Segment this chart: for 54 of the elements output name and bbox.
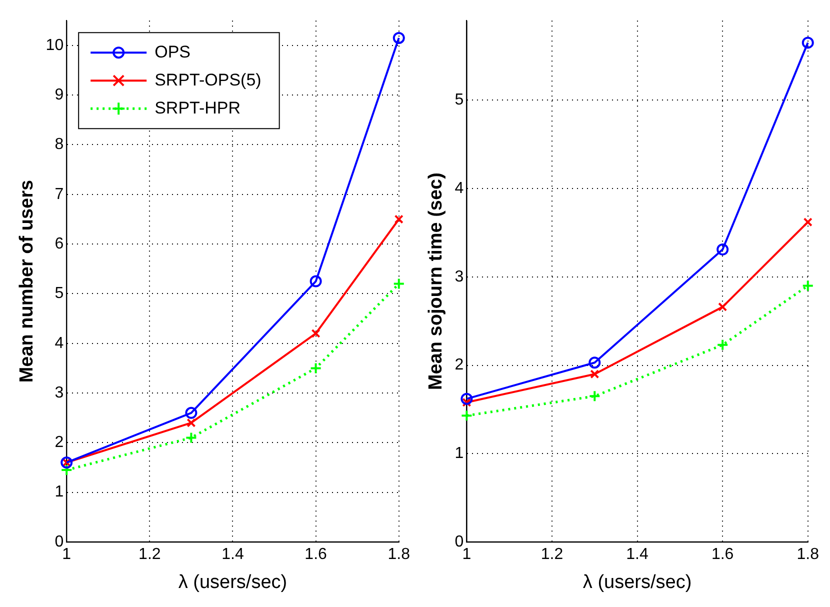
legend-label: SRPT-HPR — [154, 98, 241, 118]
y-tick-label: 4 — [454, 180, 464, 197]
y-tick-label: 6 — [54, 235, 64, 252]
point — [716, 338, 729, 351]
y-tick-label: 1 — [454, 445, 464, 462]
point — [392, 32, 405, 44]
point — [460, 392, 473, 405]
x-tick-label: 1.6 — [304, 546, 328, 564]
point — [590, 370, 600, 379]
y-tick-label: 2 — [454, 356, 464, 374]
x-tick-label: 1.8 — [796, 546, 820, 564]
x-tick-label: 1.2 — [540, 546, 564, 564]
y-tick-label: 7 — [54, 186, 64, 203]
y-tick-label: 2 — [54, 434, 64, 452]
point — [718, 302, 728, 312]
point — [311, 328, 320, 338]
point — [394, 214, 404, 224]
y-tick-label: 5 — [454, 92, 464, 109]
point — [185, 406, 198, 419]
point — [716, 243, 729, 256]
x-tick-label: 1.2 — [138, 546, 161, 564]
y-tick-label: 5 — [54, 285, 64, 302]
y-tick-label: 0 — [454, 533, 464, 550]
point — [588, 356, 601, 369]
point — [802, 280, 814, 292]
y-axis-title: Mean number of users — [16, 180, 38, 383]
x-axis-title: λ (users/sec) — [178, 572, 288, 593]
point — [392, 278, 405, 290]
x-axis-title: λ (users/sec) — [582, 572, 692, 593]
y-tick-label: 1 — [54, 484, 64, 501]
y-tick-label: 9 — [54, 86, 64, 104]
y-tick-label: 3 — [454, 268, 464, 286]
legend-label: SRPT-OPS(5) — [154, 70, 262, 90]
point — [460, 410, 473, 422]
x-tick-label: 1.8 — [388, 546, 410, 564]
point — [588, 390, 601, 402]
point — [310, 275, 322, 288]
y-tick-label: 4 — [54, 334, 64, 352]
x-tick-label: 1.4 — [626, 546, 649, 564]
y-tick-label: 0 — [54, 533, 64, 550]
y-tick-label: 8 — [54, 136, 64, 154]
y-axis-title: Mean sojourn time (sec) — [426, 172, 447, 390]
legend-label: OPS — [154, 42, 191, 62]
point — [60, 464, 73, 476]
x-tick-label: 1.6 — [711, 546, 734, 564]
point — [186, 418, 196, 428]
y-tick-label: 3 — [54, 384, 64, 402]
y-tick-label: 10 — [46, 36, 64, 54]
point — [310, 362, 322, 374]
point — [462, 398, 472, 407]
x-tick-label: 1.4 — [222, 546, 244, 564]
point — [803, 218, 812, 227]
point — [802, 36, 814, 49]
point — [185, 432, 198, 444]
